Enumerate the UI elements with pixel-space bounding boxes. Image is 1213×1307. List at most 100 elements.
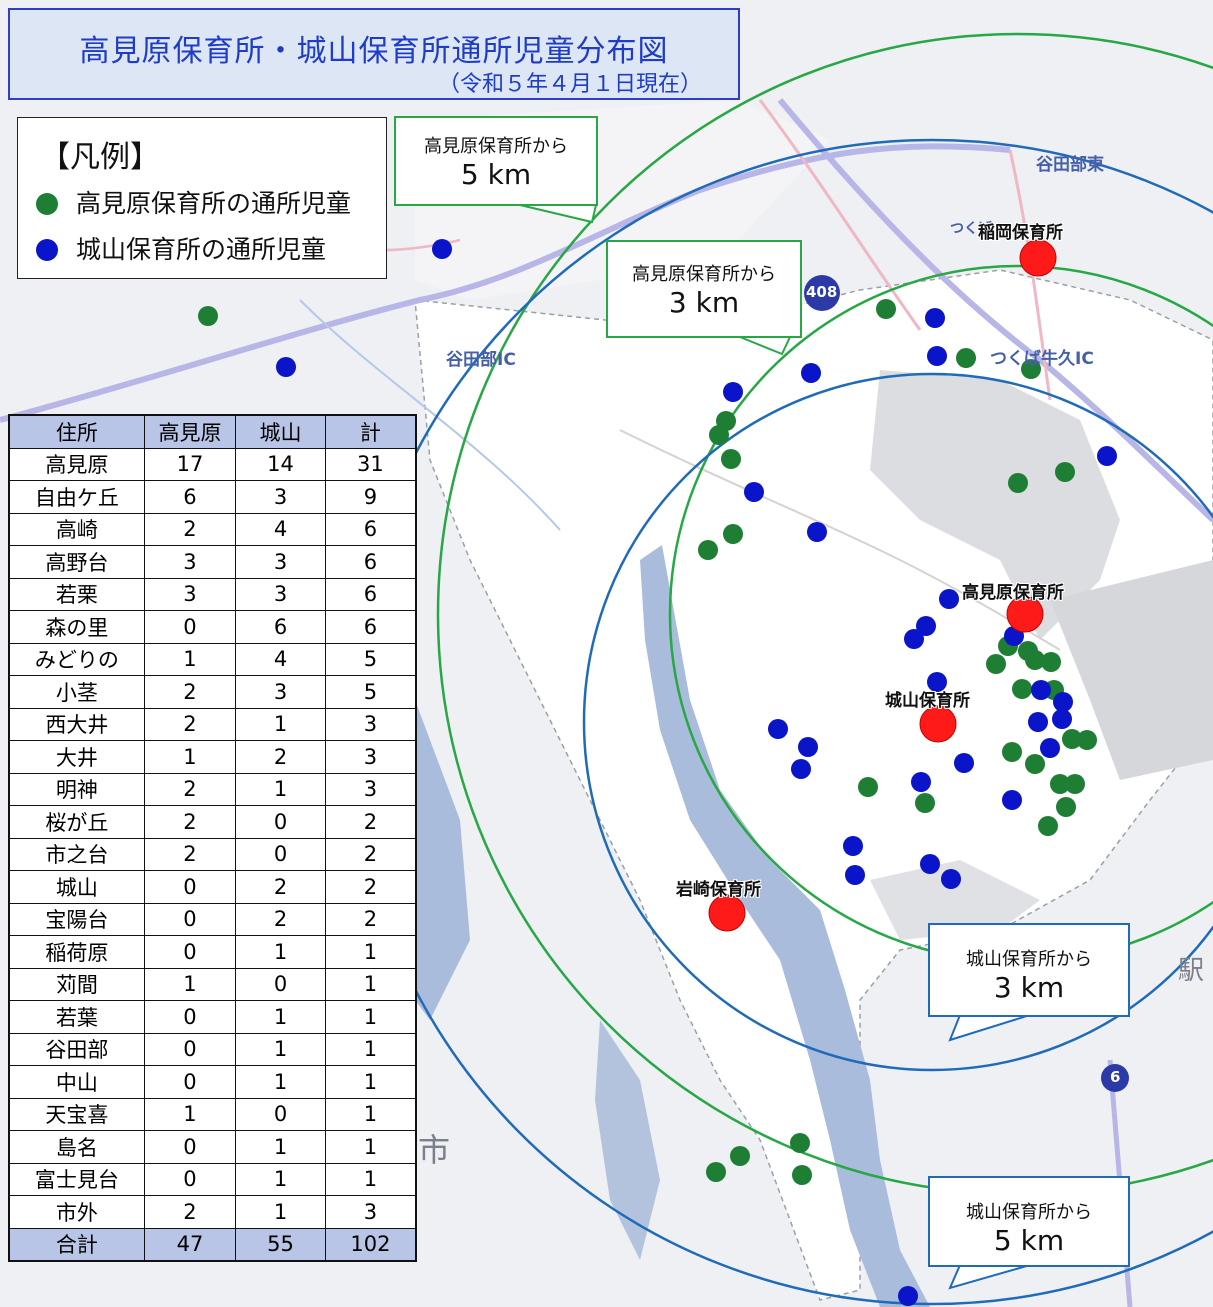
nursery-label-inaoka: 稲岡保育所 bbox=[978, 223, 1063, 243]
road-pink-2 bbox=[1008, 149, 1052, 401]
cell-takamihara: 2 bbox=[143, 512, 237, 546]
cell-total: 102 bbox=[324, 1227, 417, 1262]
grey-zone-3 bbox=[870, 860, 1040, 940]
cell-takamihara: 2 bbox=[143, 1195, 237, 1229]
callout-line1: 城山保育所から bbox=[966, 949, 1092, 970]
cell-address: 苅間 bbox=[8, 967, 145, 1001]
cell-total: 2 bbox=[324, 902, 417, 936]
cell-total: 6 bbox=[324, 577, 417, 611]
table-row: 市外 2 1 3 bbox=[8, 1195, 417, 1229]
cell-shiroyama: 1 bbox=[235, 1000, 326, 1034]
cell-total: 5 bbox=[324, 642, 417, 676]
takamihara-marker bbox=[1006, 595, 1044, 633]
cell-address: 高見原 bbox=[8, 447, 145, 481]
label-city: 市 bbox=[418, 1131, 451, 1169]
cell-address: 明神 bbox=[8, 772, 145, 806]
table-row: 谷田部 0 1 1 bbox=[8, 1032, 417, 1066]
cell-address: 西大井 bbox=[8, 707, 145, 741]
cell-address: 合計 bbox=[8, 1227, 145, 1262]
ic-label-tsukuba-ushiku: つくば牛久IC bbox=[990, 349, 1094, 369]
callout-takamihara-3km: 高見原保育所から 3 km bbox=[606, 240, 802, 338]
ic-label-yatabe-higashi: 谷田部東 bbox=[1036, 155, 1104, 175]
callout-line1: 城山保育所から bbox=[966, 1202, 1092, 1223]
cell-shiroyama: 55 bbox=[235, 1227, 326, 1262]
green-dot-icon bbox=[36, 193, 58, 215]
table-row: 明神 2 1 3 bbox=[8, 772, 417, 806]
legend-title: 【凡例】 bbox=[40, 140, 160, 175]
table-row: 桜が丘 2 0 2 bbox=[8, 805, 417, 839]
title-box: 高見原保育所・城山保育所通所児童分布図 （令和５年４月１日現在） bbox=[8, 8, 740, 100]
river-lower bbox=[595, 1020, 660, 1260]
table-row: 城山 0 2 2 bbox=[8, 870, 417, 904]
table-row: 市之台 2 0 2 bbox=[8, 837, 417, 871]
cell-total: 1 bbox=[324, 1032, 417, 1066]
cell-address: 桜が丘 bbox=[8, 805, 145, 839]
callout-line2: 5 km bbox=[993, 1224, 1065, 1257]
cell-takamihara: 0 bbox=[143, 902, 237, 936]
cell-address: 市之台 bbox=[8, 837, 145, 871]
header-address: 住所 bbox=[8, 414, 145, 449]
cell-takamihara: 2 bbox=[143, 805, 237, 839]
cell-takamihara: 2 bbox=[143, 772, 237, 806]
cell-shiroyama: 2 bbox=[235, 740, 326, 774]
road-blue-thin bbox=[299, 299, 561, 531]
cell-shiroyama: 1 bbox=[235, 772, 326, 806]
table-row: 稲荷原 0 1 1 bbox=[8, 935, 417, 969]
nursery-label-iwasaki: 岩崎保育所 bbox=[676, 880, 761, 900]
cell-total: 1 bbox=[324, 1000, 417, 1034]
cell-takamihara: 0 bbox=[143, 610, 237, 644]
cell-total: 1 bbox=[324, 935, 417, 969]
table-row: 若栗 3 3 6 bbox=[8, 577, 417, 611]
cell-total: 2 bbox=[324, 805, 417, 839]
legend-item-takamihara: 高見原保育所の通所児童 bbox=[36, 184, 351, 220]
takamihara-children-dots bbox=[198, 299, 1097, 1185]
cell-address: 大井 bbox=[8, 740, 145, 774]
cell-shiroyama: 3 bbox=[235, 675, 326, 709]
cell-shiroyama: 6 bbox=[235, 610, 326, 644]
cell-takamihara: 2 bbox=[143, 707, 237, 741]
cell-total: 2 bbox=[324, 870, 417, 904]
cell-address: 森の里 bbox=[8, 610, 145, 644]
callout-line1: 高見原保育所から bbox=[424, 136, 568, 157]
road-pink-1 bbox=[758, 99, 922, 331]
highway-2 bbox=[777, 98, 1213, 523]
grey-zone-2 bbox=[1050, 560, 1213, 780]
route-408-label: 408 bbox=[806, 283, 838, 301]
cell-shiroyama: 4 bbox=[235, 642, 326, 676]
grey-zone-1 bbox=[870, 370, 1120, 640]
cell-shiroyama: 2 bbox=[235, 870, 326, 904]
cell-address: 自由ケ丘 bbox=[8, 480, 145, 514]
cell-takamihara: 0 bbox=[143, 870, 237, 904]
nursery-label-takamihara: 高見原保育所 bbox=[962, 583, 1064, 603]
cell-address: 小茎 bbox=[8, 675, 145, 709]
cell-takamihara: 0 bbox=[143, 1000, 237, 1034]
callout-line2: 3 km bbox=[668, 286, 740, 319]
blue-dot-icon bbox=[36, 239, 58, 261]
cell-address: 島名 bbox=[8, 1130, 145, 1164]
table-row: 小茎 2 3 5 bbox=[8, 675, 417, 709]
callout-line2: 5 km bbox=[460, 158, 532, 191]
cell-address: 城山 bbox=[8, 870, 145, 904]
cell-total: 1 bbox=[324, 1162, 417, 1196]
cell-shiroyama: 1 bbox=[235, 1195, 326, 1229]
table-row: 天宝喜 1 0 1 bbox=[8, 1097, 417, 1131]
shiroyama-children-dots bbox=[276, 239, 1117, 1306]
table-row: 森の里 0 6 6 bbox=[8, 610, 417, 644]
cell-shiroyama: 0 bbox=[235, 1097, 326, 1131]
callout-shiroyama-5km: 城山保育所から 5 km bbox=[928, 1176, 1130, 1267]
cell-shiroyama: 3 bbox=[235, 545, 326, 579]
cell-shiroyama: 1 bbox=[235, 1162, 326, 1196]
cell-shiroyama: 3 bbox=[235, 577, 326, 611]
cell-total: 6 bbox=[324, 610, 417, 644]
date-note: （令和５年４月１日現在） bbox=[437, 72, 702, 97]
table-header-row: 住所 高見原 城山 計 bbox=[8, 414, 417, 449]
cell-total: 5 bbox=[324, 675, 417, 709]
cell-shiroyama: 1 bbox=[235, 1130, 326, 1164]
cell-total: 1 bbox=[324, 1130, 417, 1164]
table-row: 高崎 2 4 6 bbox=[8, 512, 417, 546]
cell-takamihara: 17 bbox=[143, 447, 237, 481]
route-6-label: 6 bbox=[1110, 1068, 1121, 1086]
cell-address: みどりの bbox=[8, 642, 145, 676]
cell-address: 天宝喜 bbox=[8, 1097, 145, 1131]
ic-label-yatabe: 谷田部IC bbox=[446, 350, 516, 370]
